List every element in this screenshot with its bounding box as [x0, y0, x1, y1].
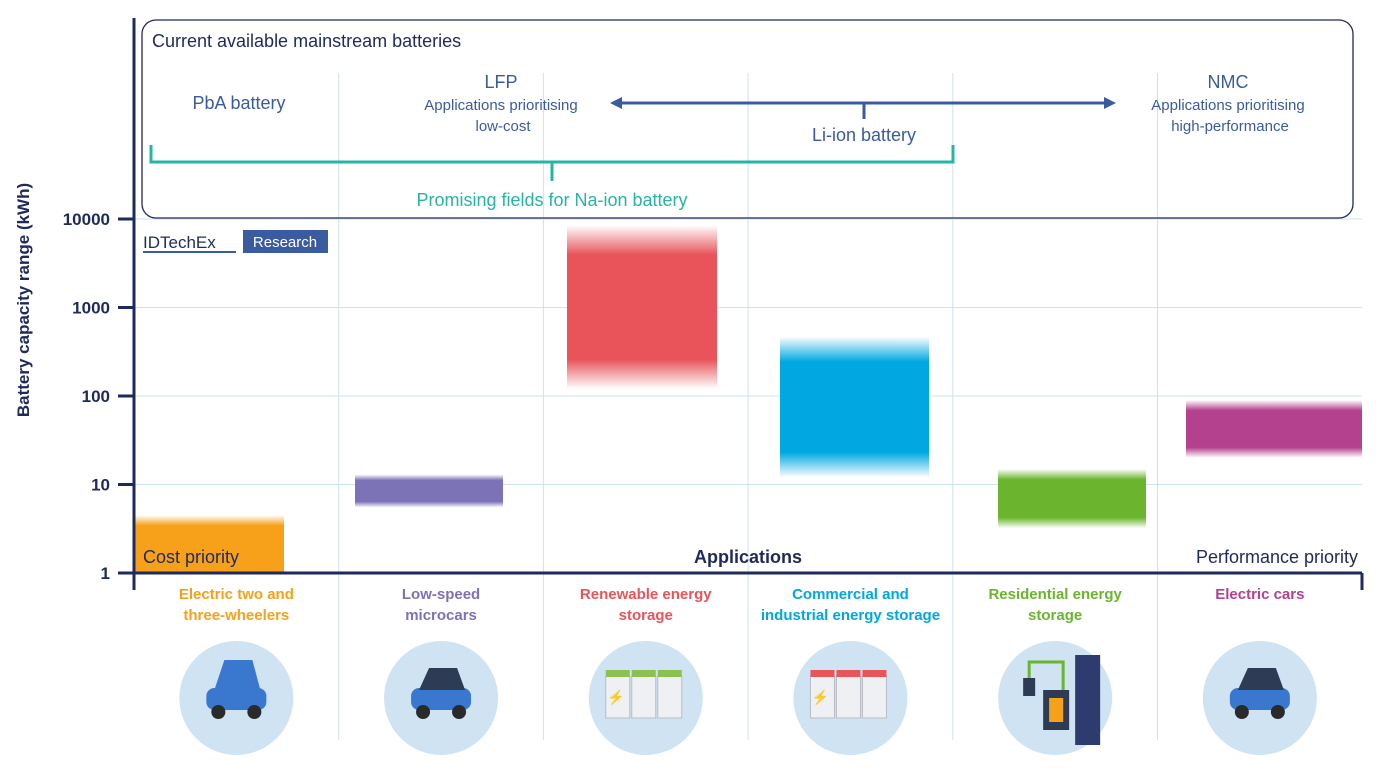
logo-tag: Research: [253, 234, 317, 251]
box-title: Current available mainstream batteries: [152, 31, 461, 51]
y-tick-label: 10000: [63, 210, 110, 229]
category-label: industrial energy storage: [761, 607, 940, 624]
naion-label: Promising fields for Na-ion battery: [416, 190, 687, 210]
y-tick-label: 1: [101, 564, 110, 583]
category-label: Electric cars: [1215, 586, 1304, 603]
svg-text:⚡: ⚡: [607, 689, 624, 706]
y-tick-label: 1000: [72, 299, 110, 318]
svg-text:⚡: ⚡: [812, 689, 829, 706]
energy-storage-container-icon: ⚡: [588, 641, 703, 755]
microcar-icon: [384, 641, 499, 755]
home-battery-icon: [998, 641, 1113, 755]
naion-bracket: [149, 145, 955, 181]
performance-priority-label: Performance priority: [1196, 547, 1358, 567]
category-label: storage: [619, 607, 673, 624]
y-tick-label: 10: [91, 476, 110, 495]
logo-tag-box: [243, 230, 328, 253]
commercial-storage-icon: ⚡: [793, 641, 908, 755]
pba-label: PbA battery: [192, 93, 285, 113]
range-bar: [1186, 400, 1362, 458]
category-label: Commercial and: [792, 586, 909, 603]
electric-car-icon: [1202, 641, 1317, 755]
nmc-sub2: high-performance: [1171, 118, 1289, 135]
category-label: Electric two and: [179, 586, 294, 603]
range-bar: [780, 336, 929, 478]
category-label: three-wheelers: [183, 607, 289, 624]
y-axis-label: Battery capacity range (kWh): [14, 183, 33, 417]
category-label: storage: [1028, 607, 1082, 624]
nmc-sub1: Applications prioritising: [1151, 97, 1304, 114]
range-bar: [567, 225, 717, 389]
range-bar: [355, 474, 503, 508]
y-tick-label: 100: [82, 387, 110, 406]
range-bar: [135, 515, 284, 573]
category-label: Renewable energy: [580, 586, 712, 603]
cost-priority-label: Cost priority: [143, 547, 239, 567]
lfp-sub2: low-cost: [475, 118, 531, 135]
nmc-label: NMC: [1208, 72, 1249, 92]
category-label: microcars: [405, 607, 477, 624]
lfp-label: LFP: [484, 72, 517, 92]
lfp-sub1: Applications prioritising: [424, 97, 577, 114]
logo-brand: IDTechEx: [143, 233, 216, 252]
category-label: Low-speed: [402, 586, 480, 603]
liion-label: Li-ion battery: [812, 125, 916, 145]
category-label: Residential energy: [988, 586, 1122, 603]
mainstream-batteries-box: [141, 19, 1354, 219]
range-bar: [998, 468, 1146, 529]
three-wheeler-icon: [179, 641, 294, 755]
double-arrow-icon: [610, 97, 1116, 119]
applications-label: Applications: [694, 547, 802, 567]
